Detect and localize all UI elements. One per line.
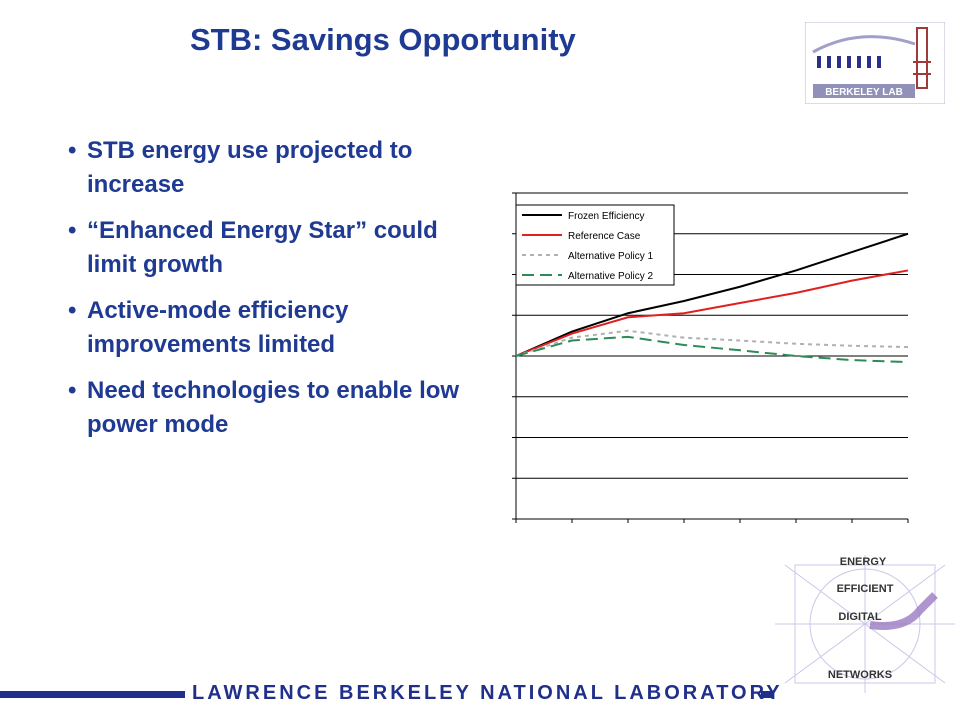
eedn-logo-line: DIGITAL xyxy=(838,611,881,623)
footer: LAWRENCE BERKELEY NATIONAL LABORATORY xyxy=(0,682,960,706)
bullet-item: • Active-mode efficiency improvements lim… xyxy=(60,294,460,362)
series-line xyxy=(515,232,909,357)
eedn-logo-line: EFFICIENT xyxy=(837,583,894,595)
legend-label: Frozen Efficiency xyxy=(568,211,645,222)
bullet-text: STB energy use projected to increase xyxy=(87,137,413,198)
bullet-list: • STB energy use projected to increase • “… xyxy=(60,134,460,454)
chart-x-ticks xyxy=(515,519,909,523)
footer-rule-left xyxy=(0,691,185,698)
berkeley-lab-logo-text: BERKELEY LAB xyxy=(825,87,903,98)
footer-rule-right xyxy=(761,691,773,698)
bullet-item: • “Enhanced Energy Star” could limit grow… xyxy=(60,214,460,282)
legend-box xyxy=(515,204,675,286)
slide-title: STB: Savings Opportunity xyxy=(190,22,576,57)
energy-efficient-digital-networks-logo: ENERGY EFFICIENT DIGITAL NETWORKS xyxy=(775,555,955,693)
eedn-logo-line: NETWORKS xyxy=(828,669,892,681)
bullet-item: • Need technologies to enable low power m… xyxy=(60,374,460,442)
legend-label: Alternative Policy 1 xyxy=(568,251,653,262)
legend-label: Reference Case xyxy=(568,231,641,242)
bullet-text: “Enhanced Energy Star” could limit growt… xyxy=(87,217,438,278)
bullet-glyph: • xyxy=(68,137,77,164)
bullet-text: Active-mode efficiency improvements limi… xyxy=(87,297,349,358)
berkeley-lab-logo: BERKELEY LAB xyxy=(805,22,945,104)
series-line xyxy=(515,335,909,364)
series-line xyxy=(515,269,909,357)
eedn-logo-line: ENERGY xyxy=(840,556,887,568)
bullet-item: • STB energy use projected to increase xyxy=(60,134,460,202)
series-line xyxy=(515,329,909,357)
bullet-text: Need technologies to enable low power mo… xyxy=(87,377,460,438)
chart-series xyxy=(515,232,909,364)
bullet-glyph: • xyxy=(68,297,77,324)
footer-lab-name: LAWRENCE BERKELEY NATIONAL LABORATORY xyxy=(192,682,783,704)
chart-legend: Frozen Efficiency Reference Case Alternati… xyxy=(515,204,675,286)
bullet-glyph: • xyxy=(68,377,77,404)
projection-chart: Frozen Efficiency Reference Case Alternati… xyxy=(512,192,909,523)
legend-label: Alternative Policy 2 xyxy=(568,271,653,282)
bullet-glyph: • xyxy=(68,217,77,244)
